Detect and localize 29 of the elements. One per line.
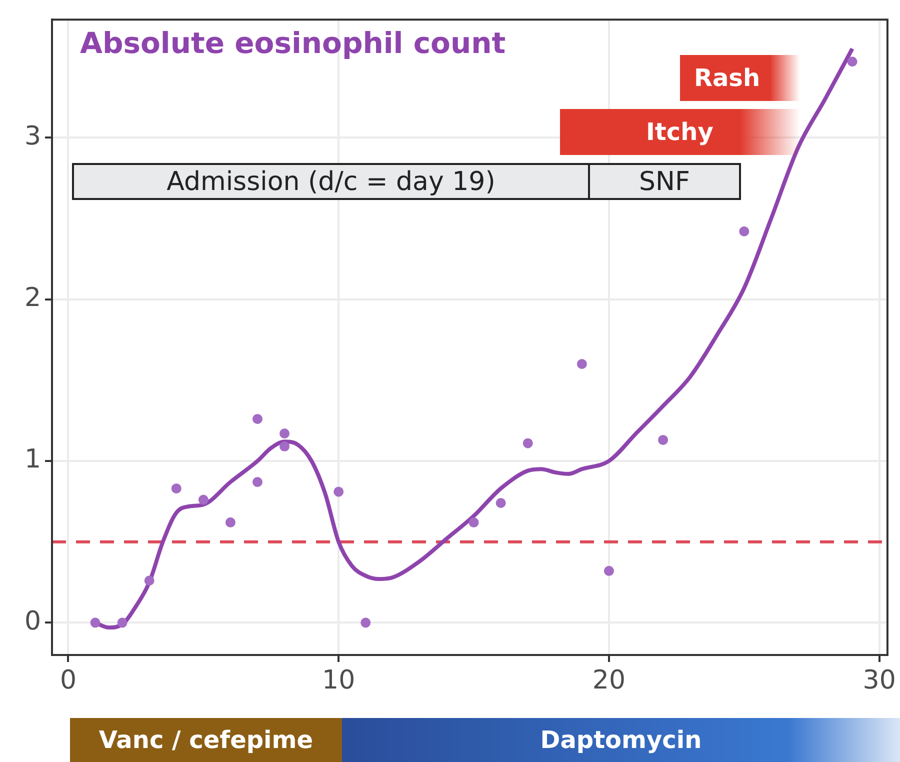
y-tick-label: 3 xyxy=(24,121,41,152)
point xyxy=(280,428,290,438)
point xyxy=(496,498,506,508)
point xyxy=(468,517,479,528)
point xyxy=(171,483,182,494)
x-tick-label: 20 xyxy=(592,665,626,696)
point xyxy=(576,358,587,369)
point xyxy=(117,618,128,628)
y-tick-label: 2 xyxy=(24,283,41,314)
point xyxy=(225,517,236,528)
point xyxy=(360,618,371,628)
y-tick-label: 1 xyxy=(24,444,41,475)
x-tick-label: 10 xyxy=(322,665,356,696)
x-tick-label: 30 xyxy=(862,665,896,696)
y-tick-label: 0 xyxy=(24,606,41,636)
point xyxy=(658,434,668,445)
point xyxy=(252,477,262,488)
point xyxy=(280,441,290,452)
point xyxy=(334,486,344,497)
point xyxy=(604,566,614,576)
point xyxy=(739,226,750,236)
point xyxy=(144,576,154,586)
point xyxy=(198,494,208,505)
point xyxy=(522,438,533,448)
x-tick-label: 0 xyxy=(60,665,76,696)
point xyxy=(252,414,262,424)
point xyxy=(847,56,858,67)
point xyxy=(90,618,100,628)
chart-title: Absolute eosinophil count xyxy=(80,26,506,60)
